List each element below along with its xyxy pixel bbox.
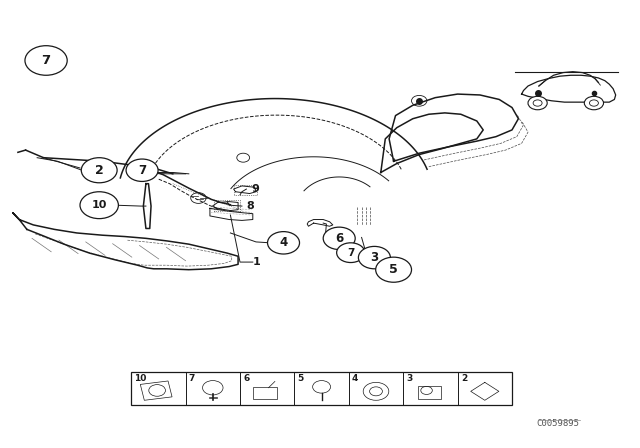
Text: C0059895: C0059895 <box>536 419 580 428</box>
Circle shape <box>80 192 118 219</box>
Text: 7: 7 <box>347 248 355 258</box>
Text: 10: 10 <box>134 374 147 383</box>
Bar <box>140 381 172 401</box>
Text: 8: 8 <box>246 201 254 211</box>
Text: 3: 3 <box>371 251 378 264</box>
Text: 5: 5 <box>298 374 304 383</box>
Circle shape <box>126 159 158 181</box>
Text: 1: 1 <box>253 257 260 267</box>
Bar <box>214 200 240 211</box>
Circle shape <box>376 257 412 282</box>
Circle shape <box>337 243 365 263</box>
Text: 9: 9 <box>252 184 259 194</box>
Circle shape <box>25 46 67 75</box>
Text: 2: 2 <box>461 374 467 383</box>
Text: 5: 5 <box>389 263 398 276</box>
Text: 7: 7 <box>189 374 195 383</box>
Circle shape <box>584 96 604 110</box>
Text: 6: 6 <box>243 374 250 383</box>
Text: 6: 6 <box>335 232 343 245</box>
Text: 7: 7 <box>42 54 51 67</box>
Circle shape <box>358 246 390 269</box>
Text: 4: 4 <box>352 374 358 383</box>
Text: 4: 4 <box>280 236 287 250</box>
Text: 10: 10 <box>92 200 107 210</box>
Bar <box>253 387 277 400</box>
Bar <box>234 185 257 195</box>
Circle shape <box>81 158 117 183</box>
Bar <box>131 372 512 405</box>
Circle shape <box>323 227 355 250</box>
Text: 3: 3 <box>406 374 413 383</box>
Circle shape <box>528 96 547 110</box>
Circle shape <box>268 232 300 254</box>
Bar <box>417 386 440 400</box>
Text: 7: 7 <box>138 164 146 177</box>
Text: 2: 2 <box>95 164 104 177</box>
